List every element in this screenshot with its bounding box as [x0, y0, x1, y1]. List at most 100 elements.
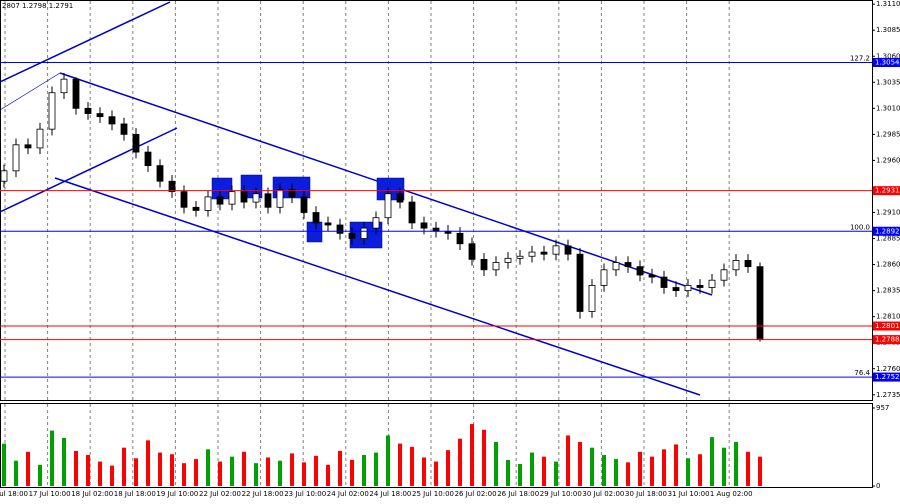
- candle-body: [528, 251, 536, 257]
- x-tick-label: 30 Jul 02:00: [582, 490, 624, 498]
- volume-bar: [14, 460, 18, 486]
- candle-body: [0, 170, 8, 182]
- volume-bar: [446, 450, 450, 486]
- candle-body: [228, 191, 236, 205]
- candle-body: [636, 266, 644, 276]
- fib-label: 76.4: [854, 369, 870, 377]
- volume-bar: [566, 435, 570, 486]
- price-label-box: [873, 335, 900, 345]
- volume-bar: [542, 456, 546, 486]
- volume-bar: [218, 461, 222, 486]
- x-tick-label: 1 Aug 02:00: [710, 490, 753, 498]
- volume-bar: [194, 459, 198, 486]
- volume-bar: [206, 449, 210, 486]
- price-label: 1.2892: [875, 227, 900, 235]
- x-tick-label: 16 Jul 18:00: [0, 490, 28, 498]
- volume-bar: [614, 459, 618, 486]
- candle-body: [372, 217, 380, 229]
- volume-bar: [638, 451, 642, 486]
- candle-body: [312, 212, 320, 224]
- volume-bar: [266, 457, 270, 486]
- candle-body: [396, 193, 404, 203]
- candle-body: [684, 285, 692, 292]
- volume-bar: [458, 438, 462, 486]
- y-tick-label: 1.2885: [876, 235, 900, 243]
- x-tick-label: 18 Jul 18:00: [114, 490, 156, 498]
- volume-bar: [710, 437, 714, 486]
- trend-line: [0, 127, 178, 213]
- candle-body: [696, 285, 704, 288]
- x-tick-label: 29 Jul 10:00: [540, 490, 582, 498]
- volume-bar: [302, 462, 306, 486]
- candle-body: [624, 262, 632, 268]
- candle-body: [348, 232, 356, 239]
- price-label-box: [873, 58, 900, 67]
- candle-body: [384, 193, 392, 219]
- volume-bar: [362, 455, 366, 486]
- volume-bar: [38, 464, 42, 486]
- y-tick-label: 1.2910: [876, 209, 900, 217]
- volume-bar: [422, 457, 426, 486]
- volume-bar: [530, 452, 534, 486]
- candle-body: [96, 113, 104, 118]
- volume-bar: [650, 456, 654, 486]
- y-tick-label: 1.3010: [876, 104, 900, 112]
- volume-bar: [254, 463, 258, 486]
- candle-body: [516, 255, 524, 259]
- price-label: 1.2801: [875, 322, 900, 330]
- v-tick-label: 957: [876, 404, 889, 412]
- volume-bar: [758, 456, 762, 486]
- candle-body: [360, 227, 368, 239]
- candle-body: [216, 196, 224, 205]
- candle-body: [36, 128, 44, 149]
- candle-body: [600, 269, 608, 286]
- x-tick-label: 26 Jul 02:00: [455, 490, 497, 498]
- volume-bar: [662, 449, 666, 486]
- candle-body: [72, 78, 80, 109]
- price-label: 1.3054: [875, 59, 900, 67]
- candle-body: [732, 260, 740, 271]
- y-tick-label: 1.3085: [876, 26, 900, 34]
- volume-bar: [122, 447, 126, 486]
- candle-body: [168, 180, 176, 193]
- candle-body: [156, 165, 164, 182]
- volume-bar: [482, 429, 486, 486]
- volume-bar: [410, 446, 414, 486]
- price-label-box: [873, 372, 900, 382]
- volume-bar: [290, 453, 294, 486]
- volume-bar: [158, 452, 162, 486]
- volume-bar: [326, 464, 330, 486]
- x-tick-label: 22 Jul 18:00: [242, 490, 284, 498]
- volume-bar: [134, 458, 138, 486]
- candle-body: [84, 107, 92, 114]
- price-label: 1.2788: [875, 336, 900, 344]
- y-tick-label: 1.2960: [876, 156, 900, 164]
- candle-body: [240, 191, 248, 203]
- volume-bar: [242, 451, 246, 486]
- volume-bar: [62, 437, 66, 486]
- candle-body: [480, 258, 488, 271]
- volume-bar: [386, 435, 390, 486]
- candle-body: [288, 189, 296, 198]
- volume-bar: [698, 454, 702, 486]
- volume-bar: [554, 461, 558, 486]
- candle-body: [252, 193, 260, 203]
- fib-label: 127.2: [850, 55, 870, 63]
- volume-bar: [182, 463, 186, 486]
- candle-body: [672, 287, 680, 292]
- volume-bar: [170, 454, 174, 486]
- candle-body: [708, 279, 716, 288]
- trend-line: [0, 1, 171, 83]
- v-tick-label: 0: [876, 482, 880, 490]
- candle-body: [564, 245, 572, 255]
- x-tick-label: 25 Jul 10:00: [412, 490, 454, 498]
- marks: [0, 72, 764, 486]
- candle-body: [408, 201, 416, 224]
- volume-bar: [470, 424, 474, 486]
- volume-bar: [602, 455, 606, 486]
- candle-body: [180, 191, 188, 208]
- volume-bar: [722, 447, 726, 486]
- candle-body: [300, 196, 308, 213]
- y-tick-label: 1.2810: [876, 313, 900, 321]
- x-tick-label: 17 Jul 10:00: [29, 490, 71, 498]
